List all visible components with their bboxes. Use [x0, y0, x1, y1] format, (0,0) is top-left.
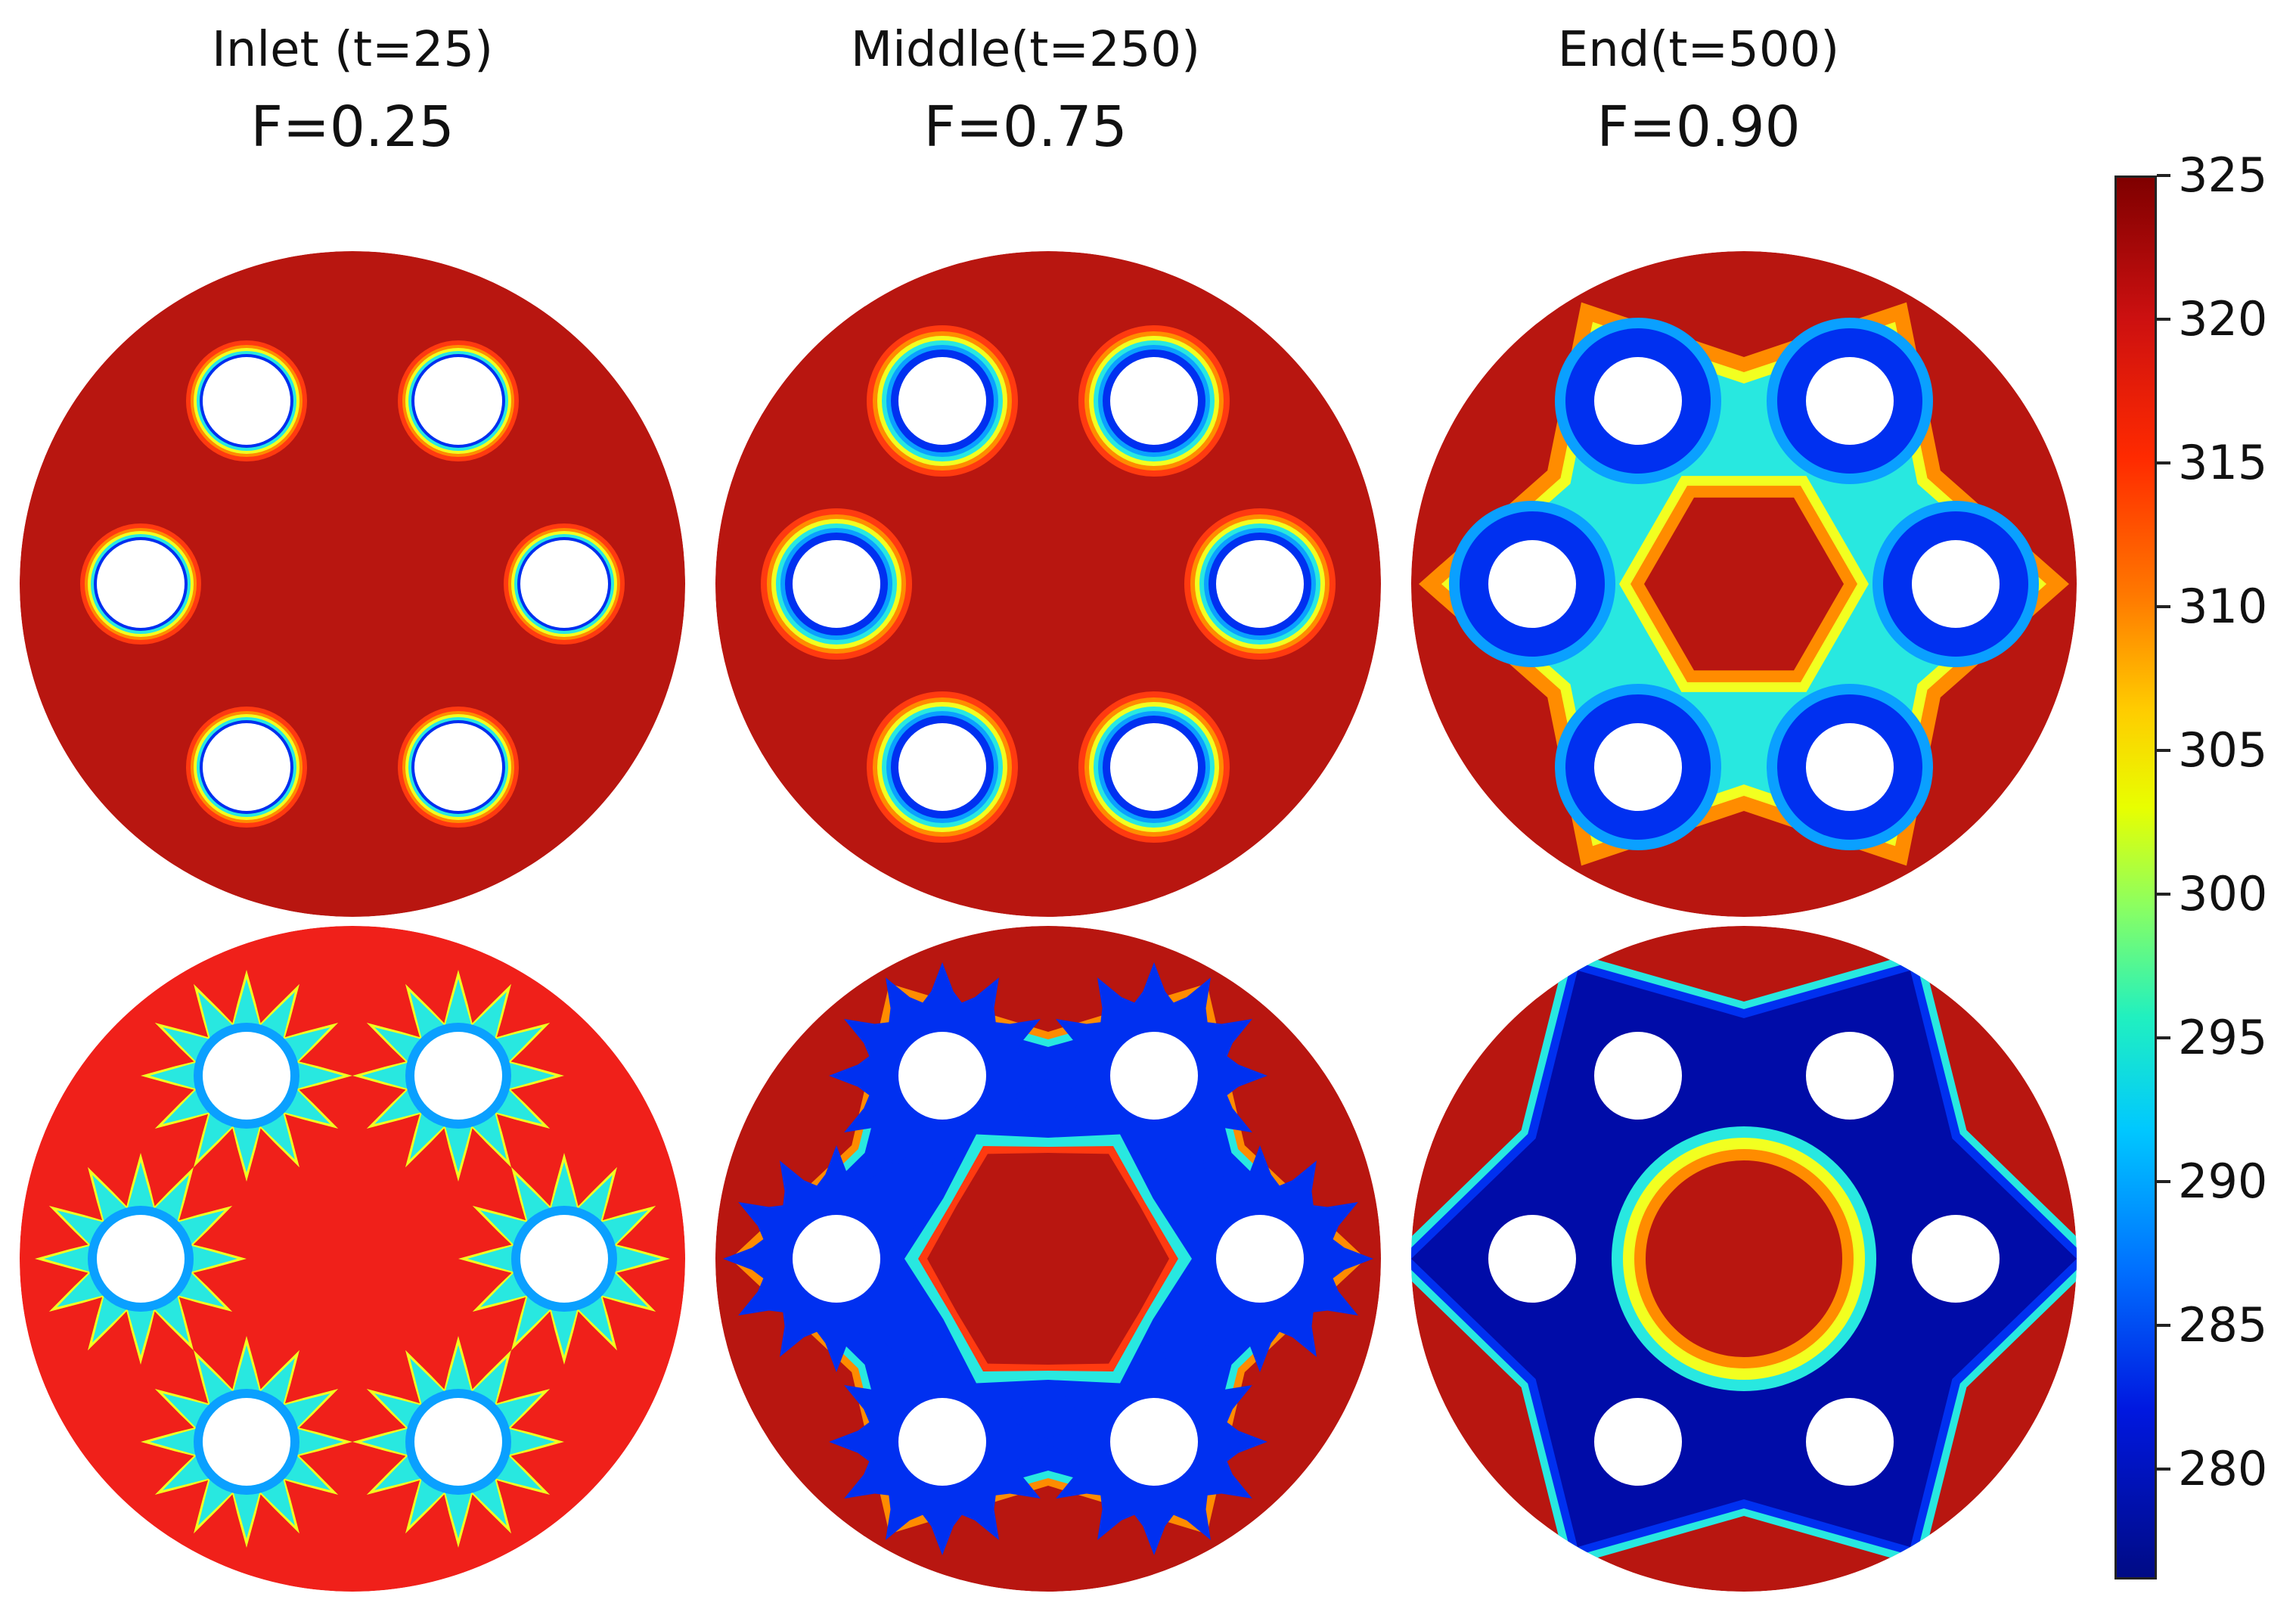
heat-transfer-tube — [520, 540, 608, 628]
column-header-middle: Middle(t=250) F=0.75 — [783, 14, 1267, 168]
heat-transfer-tube — [1216, 1215, 1304, 1303]
contour-panel — [20, 251, 685, 917]
contour-panel — [1411, 251, 2077, 917]
heat-transfer-tube — [1594, 1032, 1682, 1120]
heat-transfer-tube — [203, 1398, 290, 1486]
contour-panel — [20, 926, 685, 1592]
colorbar-label: 315 — [2178, 435, 2268, 490]
colorbar-tick — [2157, 605, 2170, 608]
column-title: Inlet (t=25) — [211, 22, 494, 78]
heat-transfer-tube — [1110, 723, 1198, 811]
unmelted-core — [1644, 497, 1844, 671]
heat-transfer-tube — [1912, 1215, 2000, 1303]
column-header-inlet: Inlet (t=25) F=0.25 — [110, 14, 594, 168]
heat-transfer-tube — [414, 723, 502, 811]
heat-transfer-tube — [414, 357, 502, 445]
colorbar-label: 305 — [2178, 722, 2268, 778]
colorbar-label: 280 — [2178, 1441, 2268, 1496]
colorbar-tick — [2157, 1036, 2170, 1039]
heat-transfer-tube — [203, 1032, 290, 1120]
heat-transfer-tube — [1110, 357, 1198, 445]
heat-transfer-tube — [97, 540, 185, 628]
colorbar-label: 325 — [2178, 148, 2268, 203]
colorbar-gradient — [2114, 175, 2157, 1579]
heat-transfer-tube — [898, 723, 986, 811]
colorbar-tick — [2157, 461, 2170, 464]
colorbar-label: 320 — [2178, 291, 2268, 346]
heat-transfer-tube — [1806, 1032, 1894, 1120]
column-header-end: End(t=500) F=0.90 — [1457, 14, 1941, 168]
heat-transfer-tube — [1594, 357, 1682, 445]
unmelted-core — [927, 1153, 1169, 1365]
colorbar-label: 285 — [2178, 1297, 2268, 1353]
heat-transfer-tube — [1806, 357, 1894, 445]
heat-transfer-tube — [793, 1215, 880, 1303]
colorbar-label: 295 — [2178, 1010, 2268, 1065]
colorbar-tick — [2157, 318, 2170, 321]
contour-panel — [715, 251, 1381, 917]
heat-transfer-tube — [1488, 540, 1576, 628]
heat-transfer-tube — [1594, 723, 1682, 811]
heat-transfer-tube — [898, 357, 986, 445]
column-title: Middle(t=250) — [850, 22, 1201, 78]
melt-fraction-label: F=0.75 — [923, 95, 1128, 160]
column-title: End(t=500) — [1557, 22, 1840, 78]
heat-transfer-tube — [898, 1398, 986, 1486]
heat-transfer-tube — [203, 723, 290, 811]
heat-transfer-tube — [1110, 1032, 1198, 1120]
colorbar-tick — [2157, 893, 2170, 896]
melt-fraction-label: F=0.90 — [1596, 95, 1801, 160]
heat-transfer-tube — [203, 357, 290, 445]
temperature-contour-panels — [20, 251, 2077, 1592]
heat-transfer-tube — [1594, 1398, 1682, 1486]
colorbar-tick — [2157, 1180, 2170, 1183]
colorbar-tick — [2157, 749, 2170, 752]
colorbar-tick — [2157, 1324, 2170, 1327]
unmelted-core — [1646, 1160, 1842, 1357]
heat-transfer-tube — [1216, 540, 1304, 628]
pcm-domain — [20, 251, 685, 917]
heat-transfer-tube — [898, 1032, 986, 1120]
heat-transfer-tube — [414, 1398, 502, 1486]
colorbar-tick — [2157, 174, 2170, 177]
heat-transfer-tube — [1488, 1215, 1576, 1303]
heat-transfer-tube — [1806, 1398, 1894, 1486]
heat-transfer-tube — [414, 1032, 502, 1120]
heat-transfer-tube — [1806, 723, 1894, 811]
heat-transfer-tube — [520, 1215, 608, 1303]
heat-transfer-tube — [1912, 540, 2000, 628]
pcm-domain — [20, 926, 685, 1592]
heat-transfer-tube — [97, 1215, 185, 1303]
heat-transfer-tube — [793, 540, 880, 628]
colorbar-tick — [2157, 1468, 2170, 1471]
colorbar-label: 310 — [2178, 579, 2268, 634]
colorbar-label: 300 — [2178, 866, 2268, 921]
melt-fraction-label: F=0.25 — [250, 95, 455, 160]
contour-panel — [715, 926, 1381, 1592]
heat-transfer-tube — [1110, 1398, 1198, 1486]
contour-panel — [1411, 926, 2077, 1592]
colorbar-label: 290 — [2178, 1154, 2268, 1209]
